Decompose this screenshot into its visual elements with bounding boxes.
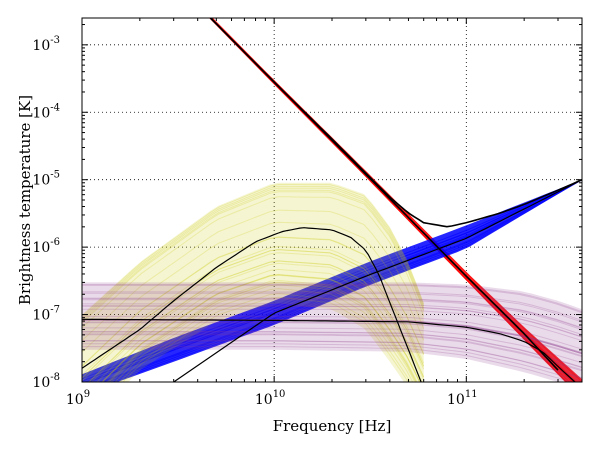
- dust-samples-strand: [82, 292, 582, 323]
- ame-samples-strand: [101, 274, 421, 382]
- dust-samples-strand: [82, 343, 582, 382]
- x-tick-label: 1011: [447, 389, 478, 408]
- free-free-samples-strand: [111, 179, 582, 382]
- grid: [82, 18, 582, 382]
- free-free-samples-strand: [82, 179, 582, 382]
- x-axis-label: Frequency [Hz]: [273, 417, 392, 435]
- ame-samples-strand: [82, 209, 425, 341]
- free-free-samples-strand: [99, 179, 582, 382]
- dust-samples-strand: [82, 305, 582, 338]
- ame-samples-strand: [82, 236, 425, 367]
- dust-samples-strand: [82, 315, 582, 350]
- ame-samples-strand: [82, 185, 425, 319]
- y-tick-label: 10-7: [32, 305, 60, 324]
- ame-samples-strand: [96, 268, 423, 382]
- dust-mean-line: [82, 318, 576, 382]
- series-layer: [82, 18, 582, 382]
- free-free-samples-strand: [83, 179, 582, 382]
- y-tick-label: 10-3: [32, 35, 60, 54]
- free-free-samples-strand: [106, 179, 582, 382]
- x-tick-label: 109: [66, 389, 90, 408]
- y-tick-label: 10-4: [32, 102, 60, 121]
- ticks: [81, 18, 583, 383]
- dust-samples-strand: [82, 340, 582, 379]
- ame-samples-strand: [114, 288, 414, 382]
- ame-samples-strand: [88, 260, 425, 382]
- dust-samples-fill: [82, 282, 582, 382]
- dust-samples-strand: [82, 321, 582, 357]
- dust-samples-band: [82, 282, 582, 382]
- tick-labels: 109 1010 1011 10-8 10-7 10-6 10-5 10-4 10-3: [32, 35, 477, 408]
- ame-samples-strand: [82, 245, 425, 376]
- ame-samples-strand: [108, 281, 417, 382]
- ame-samples-strand: [82, 191, 425, 324]
- y-tick-label: 10-6: [32, 237, 60, 256]
- ame-samples-strand: [82, 236, 425, 367]
- ame-samples-strand: [82, 196, 425, 329]
- dust-samples-strand: [82, 291, 582, 321]
- free-free-samples-strand: [101, 179, 582, 382]
- ame-samples-strand: [82, 249, 425, 379]
- y-tick-label: 10-8: [32, 372, 60, 391]
- dust-samples-strand: [82, 303, 582, 335]
- dust-samples-strand: [82, 346, 574, 382]
- synchrotron-samples-strand: [209, 18, 568, 382]
- dust-samples-strand: [82, 284, 582, 314]
- ame-samples-strand: [88, 260, 425, 382]
- y-tick-label: 10-5: [32, 170, 60, 189]
- dust-samples-strand: [82, 331, 582, 368]
- dust-samples-strand: [82, 297, 582, 329]
- dust-samples-strand: [82, 305, 582, 338]
- ame-samples-strand: [122, 296, 409, 382]
- ame-samples-strand: [101, 274, 421, 382]
- ame-samples-strand: [110, 284, 416, 382]
- dust-samples-strand: [82, 333, 582, 371]
- dust-samples-strand: [82, 322, 582, 358]
- ame-samples-strand: [82, 221, 425, 353]
- dust-samples-strand: [82, 298, 582, 329]
- dust-samples-strand: [82, 334, 582, 372]
- dust-samples-strand: [82, 340, 582, 379]
- ame-samples-strand: [82, 252, 425, 382]
- dust-samples-strand: [82, 308, 582, 342]
- ame-samples-strand: [82, 187, 425, 320]
- dust-samples-strand: [82, 327, 582, 364]
- ame-samples-strand: [106, 279, 418, 382]
- free-free-samples-strand: [82, 179, 582, 380]
- y-axis-label: Brightness temperature [K]: [16, 95, 34, 305]
- dust-samples-strand: [82, 284, 582, 313]
- free-free-samples-strand: [87, 179, 582, 382]
- ame-samples-strand: [90, 262, 425, 382]
- dust-samples-strand: [82, 331, 582, 369]
- total-mean-line: [209, 18, 582, 228]
- free-free-samples-band: [82, 179, 582, 382]
- ame-samples-strand: [82, 184, 425, 317]
- ame-samples-strand: [108, 282, 417, 382]
- ame-mean-line: [82, 227, 422, 382]
- ame-samples-strand: [101, 273, 421, 382]
- x-tick-label: 1010: [255, 389, 286, 408]
- ame-samples-strand: [82, 248, 425, 379]
- ame-samples-strand: [82, 189, 425, 322]
